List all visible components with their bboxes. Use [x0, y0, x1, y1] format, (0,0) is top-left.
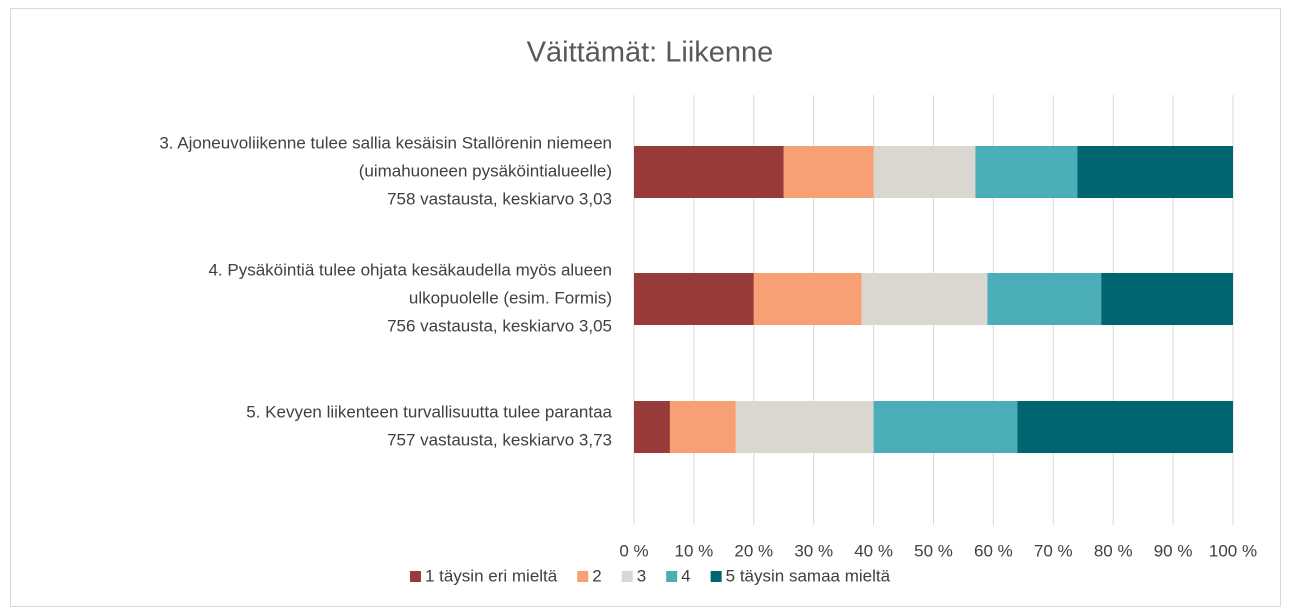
legend-swatch [577, 571, 589, 582]
category-label: (uimahuoneen pysäköintialueelle) [359, 161, 612, 180]
bar-segment [987, 273, 1102, 325]
category-label: 4. Pysäköintiä tulee ohjata kesäkaudella… [208, 260, 612, 279]
bar-segment [669, 401, 736, 453]
bar-segment [873, 146, 976, 198]
legend-label: 3 [637, 566, 646, 585]
legend: 1 täysin eri mieltä 2 3 4 5 täysin samaa mie… [409, 566, 891, 585]
x-tick-label: 70 % [1034, 541, 1073, 560]
x-tick-label: 40 % [854, 541, 893, 560]
bar-segment [783, 146, 874, 198]
bar-segment [1017, 401, 1233, 453]
x-tick-label: 100 % [1209, 541, 1257, 560]
legend-swatch [621, 571, 633, 582]
legend-swatch [666, 571, 678, 582]
x-tick-label: 60 % [974, 541, 1013, 560]
bar-segment [975, 146, 1078, 198]
bar-segment [873, 401, 1018, 453]
legend-label: 5 täysin samaa mieltä [726, 566, 891, 585]
category-label: 5. Kevyen liikenteen turvallisuutta tule… [246, 402, 612, 421]
x-tick-label: 0 % [619, 541, 648, 560]
x-tick-label: 80 % [1094, 541, 1133, 560]
bar-segment [634, 401, 670, 453]
legend-label: 1 täysin eri mieltä [425, 566, 558, 585]
x-tick-label: 30 % [794, 541, 833, 560]
bar-segment [735, 401, 874, 453]
bar-segment [634, 146, 784, 198]
category-label: 757 vastausta, keskiarvo 3,73 [387, 430, 612, 449]
chart-title: Väittämät: Liikenne [527, 37, 774, 69]
x-tick-label: 20 % [734, 541, 773, 560]
legend-swatch [409, 571, 421, 582]
legend-label: 4 [681, 566, 690, 585]
bar-segment [1077, 146, 1233, 198]
legend-swatch [710, 571, 722, 582]
x-tick-label: 50 % [914, 541, 953, 560]
legend-label: 2 [592, 566, 601, 585]
category-label: 756 vastausta, keskiarvo 3,05 [387, 316, 612, 335]
bar-segment [861, 273, 988, 325]
category-label: 758 vastausta, keskiarvo 3,03 [387, 189, 612, 208]
x-tick-label: 10 % [675, 541, 714, 560]
bar-segment [753, 273, 862, 325]
bar-segment [1101, 273, 1233, 325]
bar-segment [634, 273, 754, 325]
category-label: 3. Ajoneuvoliikenne tulee sallia kesäisi… [159, 133, 612, 152]
x-tick-label: 90 % [1154, 541, 1193, 560]
category-label: ulkopuolelle (esim. Formis) [409, 288, 612, 307]
